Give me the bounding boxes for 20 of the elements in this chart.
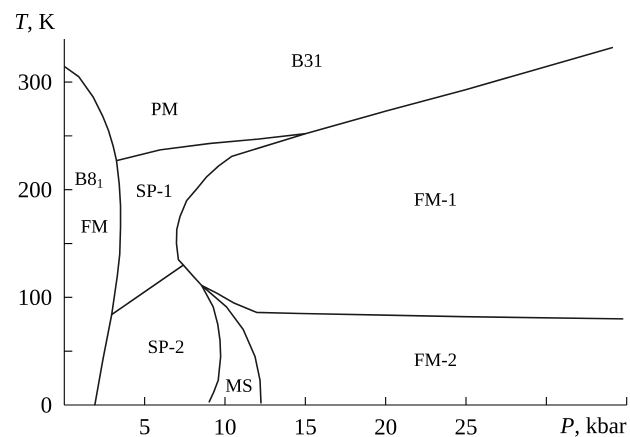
- y-tick-label: 300: [18, 74, 52, 90]
- annotation: MS: [226, 379, 252, 392]
- x-tick-label: 5: [140, 419, 150, 434]
- x-tick-label: 20: [375, 419, 396, 435]
- annotation: B8$_{1}$: [75, 172, 103, 188]
- y-tick-label: 200: [18, 182, 52, 198]
- annotation: FM: [81, 220, 108, 232]
- annotation: SP-1: [136, 184, 172, 198]
- annotation: PM: [151, 102, 178, 116]
- y-axis-title: T, K: [16, 14, 55, 33]
- y-tick-label: 0: [42, 397, 52, 413]
- x-tick-label: 15: [296, 419, 316, 435]
- annotation: FM-2: [414, 354, 456, 366]
- annotation: FM-1: [414, 193, 456, 206]
- x-axis-title: P, kbar: [560, 417, 626, 437]
- x-tick-label: 10: [216, 419, 236, 435]
- y-tick-label: 100: [20, 290, 52, 306]
- annotation: B31: [292, 54, 322, 67]
- x-tick-label: 25: [456, 419, 477, 435]
- annotation: SP-2: [148, 340, 184, 354]
